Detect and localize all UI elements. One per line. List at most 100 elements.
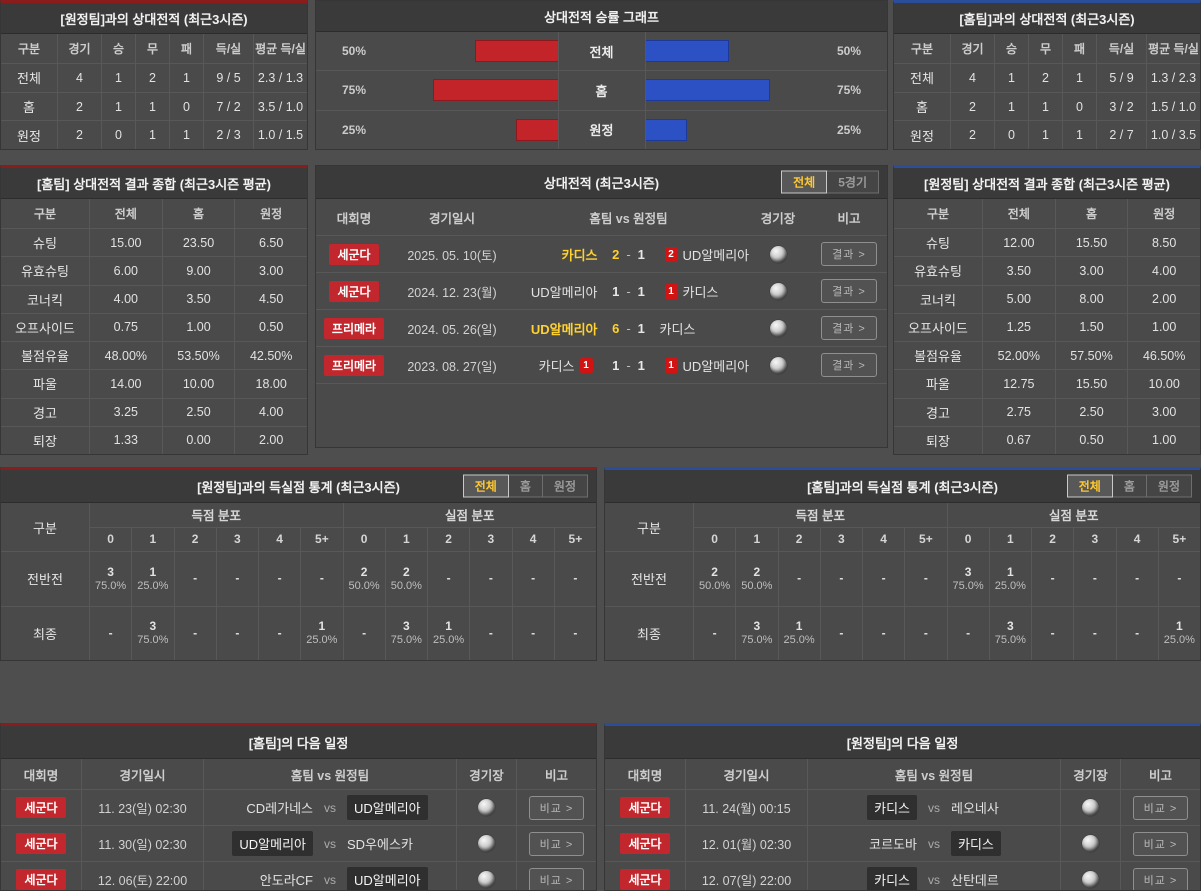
stat-value: 0: [169, 92, 203, 121]
stat-value: 18.00: [234, 370, 307, 398]
row-label: 파울: [926, 377, 950, 393]
group-header-row: 득점 분포 실점 분포: [90, 503, 596, 528]
column-header: 패: [169, 34, 203, 63]
fixture-teams: CD레가네스 vs UD알메리아: [203, 790, 456, 825]
period-tabs: 전체 5경기: [781, 170, 879, 194]
fixture-teams: 카디스 vs 레오네사: [807, 790, 1060, 825]
row-label: 슈팅: [926, 236, 950, 252]
match-score: 1 - 1: [598, 358, 660, 373]
count: -: [1050, 625, 1055, 640]
stat-value: 1.0 / 3.5: [1146, 121, 1200, 149]
away-team-name: SD우에스카: [347, 837, 413, 852]
count: 3: [149, 619, 157, 634]
row-label: 퇴장: [926, 433, 950, 449]
table-body: 전체 4 1 2 1 5 / 9 1.3 / 2.3 홈 2 1 1 0 3 /…: [894, 64, 1200, 149]
percent: 75.0%: [952, 579, 984, 592]
count: -: [235, 625, 240, 640]
compare-button[interactable]: 비교 >: [1132, 867, 1189, 890]
compare-button[interactable]: 비교 >: [1132, 831, 1189, 856]
match-row: 세군다 2024. 12. 23(월) UD알메리아 1 - 1: [316, 273, 887, 310]
compare-button[interactable]: 비교 >: [528, 795, 585, 820]
percent: 25.0%: [783, 634, 815, 647]
stat-value: 1.3 / 2.3: [1146, 64, 1200, 92]
tab[interactable]: 전체: [462, 474, 509, 498]
tab[interactable]: 홈: [508, 474, 543, 498]
result-button[interactable]: 결과 >: [821, 316, 877, 340]
fixture-date: 12. 01(월) 02:30: [685, 826, 807, 861]
count: -: [362, 625, 367, 640]
subcolumn-header: 1: [384, 527, 427, 551]
result-button[interactable]: 결과 >: [821, 279, 877, 303]
panel-title: [홈팀]과의 득실점 통계 (최근3시즌) 전체 홈 원정: [605, 470, 1200, 503]
stat-value: 57.50%: [1054, 342, 1128, 370]
percent: 75.0%: [994, 634, 1026, 647]
distribution-cell: -: [469, 606, 511, 660]
table-row: 전반전 2 50.0% 2 50.0%: [605, 552, 1200, 607]
result-button[interactable]: 결과 >: [821, 353, 877, 377]
stat-value: 9.00: [161, 257, 235, 285]
table-header-row: 대회명 경기일시 홈팀 vs 원정팀 경기장 비고: [605, 759, 1200, 790]
red-card-badge: 1: [664, 283, 678, 299]
subcolumn-header: 1: [988, 527, 1031, 551]
table-body: 세군다 11. 23(일) 02:30 CD레가네스 vs UD알메리아: [1, 790, 596, 890]
distribution-cell: 2 50.0%: [384, 552, 427, 606]
distribution-cell: -: [819, 606, 862, 660]
distribution-cell: -: [1073, 552, 1115, 606]
tab[interactable]: 홈: [1112, 474, 1147, 498]
percent: 25.0%: [994, 579, 1026, 592]
count: -: [881, 571, 886, 586]
compare-button[interactable]: 비교 >: [1132, 795, 1189, 820]
column-header: 비고: [516, 759, 596, 789]
home-score: 1: [612, 283, 620, 299]
column-header: 구분: [1, 503, 90, 551]
fixture-teams: 코르도바 vs 카디스: [807, 826, 1060, 861]
tab[interactable]: 원정: [1146, 474, 1192, 498]
table-row: 퇴장 0.67 0.50 1.00: [894, 426, 1200, 454]
count: 1: [795, 619, 803, 634]
distribution-cell: 1 25.0%: [777, 606, 820, 660]
left-percent-label: 75%: [342, 83, 367, 98]
compare-button[interactable]: 비교 >: [528, 867, 585, 890]
column-header: 득/실: [203, 34, 253, 63]
result-button[interactable]: 결과 >: [821, 242, 877, 266]
column-header: 득/실: [1096, 34, 1146, 63]
column-header: 경기장: [456, 759, 516, 789]
subcolumn-header: 0: [342, 527, 385, 551]
fixture-row: 세군다 12. 07(일) 22:00 카디스 vs 산탄데르: [605, 862, 1200, 890]
stat-value: 0.50: [1054, 426, 1128, 454]
count: -: [839, 571, 844, 586]
distribution-cell: -: [258, 606, 300, 660]
soccer-ball-icon: [769, 282, 787, 300]
tab[interactable]: 원정: [542, 474, 588, 498]
count: 1: [1176, 619, 1183, 634]
away-score: 1: [637, 320, 645, 336]
column-header: 경기장: [1060, 759, 1120, 789]
panel-title: [원정팀]과의 상대전적 (최근3시즌): [1, 3, 307, 34]
panel-title-text: [홈팀]과의 득실점 통계 (최근3시즌): [807, 479, 998, 495]
percent: 50.0%: [741, 579, 773, 592]
stat-value: 10.00: [1127, 370, 1200, 398]
distribution-cell: -: [553, 606, 596, 660]
compare-button[interactable]: 비교 >: [528, 831, 585, 856]
panel-schedule-away: [원정팀]의 다음 일정 대회명 경기일시 홈팀 vs 원정팀 경기장 비고 세…: [604, 723, 1201, 891]
tab[interactable]: 전체: [781, 170, 828, 194]
row-label: 원정: [17, 128, 41, 144]
tab[interactable]: 전체: [1066, 474, 1113, 498]
tab[interactable]: 5경기: [827, 170, 879, 194]
left-bar-zone: [404, 40, 558, 63]
row-label: 오프사이드: [15, 320, 75, 336]
count: 2: [711, 564, 718, 579]
column-header: 구분: [910, 42, 934, 56]
count: -: [193, 625, 198, 640]
subcolumn-header: 0: [711, 532, 718, 547]
distribution-cell: -: [553, 552, 596, 606]
stat-value: 15.50: [1054, 370, 1128, 398]
group-header: 실점 분포: [342, 503, 597, 527]
stat-value: 7 / 2: [203, 92, 253, 121]
stat-value: 42.50%: [234, 342, 307, 370]
row-label: 최종: [1, 606, 90, 660]
percent: 75.0%: [95, 579, 127, 592]
red-card-badge: 2: [664, 246, 678, 262]
table-body: 세군다 11. 24(월) 00:15 카디스 vs 레오네사: [605, 790, 1200, 890]
count: -: [712, 625, 717, 640]
